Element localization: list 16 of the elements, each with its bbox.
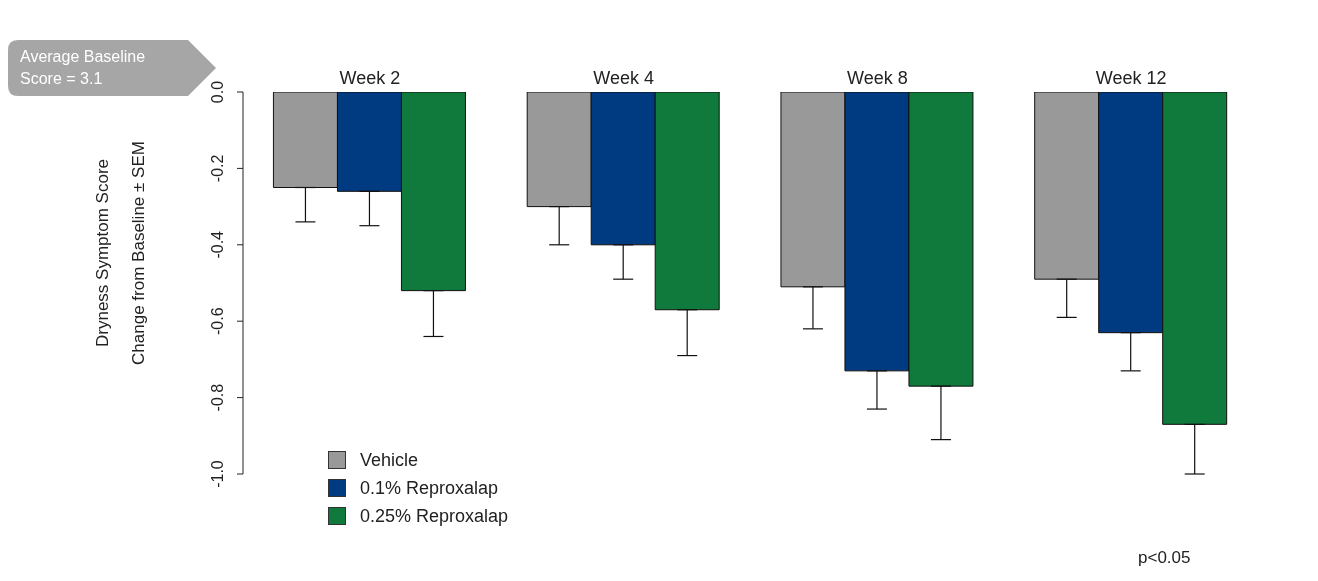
text: Average Baseline Score = 3.1 — [20, 47, 147, 89]
x-tick-label: Week 8 — [847, 68, 908, 88]
y-tick-label: -0.4 — [209, 230, 226, 259]
legend-label: 0.25% Reproxalap — [360, 505, 509, 527]
legend-label: Vehicle — [360, 449, 419, 471]
y-tick-label: -0.2 — [209, 154, 226, 183]
x-tick-label: Week 2 — [339, 68, 401, 88]
y-tick-label: -0.8 — [209, 383, 226, 412]
y-tick-label: 0.0 — [209, 80, 226, 104]
y-tick-label: -1.0 — [209, 460, 226, 488]
y-axis-title: Dryness Symptom Score Change from Baseline ± SEM — [93, 141, 148, 365]
y-tick-label: -0.6 — [209, 307, 226, 335]
text: p<0.05 — [1138, 548, 1191, 568]
legend-label: 0.1% Reproxalap — [360, 477, 499, 499]
x-tick-label: Week 12 — [1095, 68, 1167, 88]
x-tick-label: Week 4 — [593, 68, 654, 88]
